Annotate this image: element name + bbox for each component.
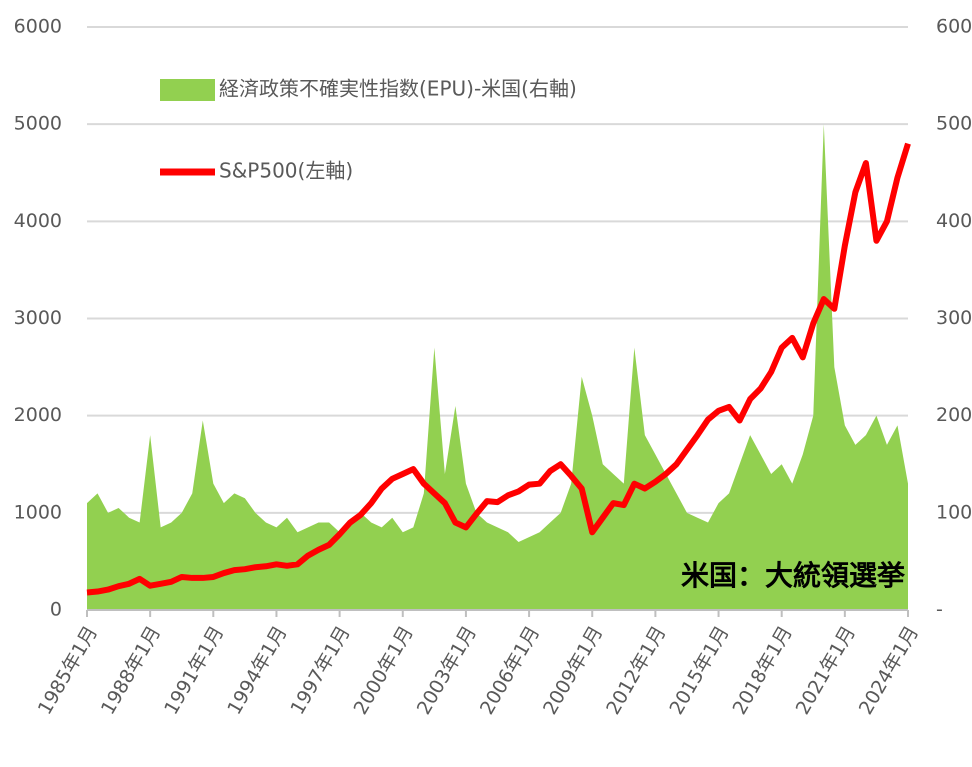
y-tick-label: 1000 xyxy=(14,501,62,523)
y-tick-label: 4000 xyxy=(14,210,62,232)
legend-label: S&P500(左軸) xyxy=(219,159,353,183)
sp500-line xyxy=(86,142,911,596)
x-tick-label: 1997年1月 xyxy=(286,622,354,718)
x-tick-label: 2018年1月 xyxy=(729,622,797,718)
x-tick-label: 1988年1月 xyxy=(97,622,165,718)
y-tick-label: 0 xyxy=(50,599,62,621)
legend-label: 経済政策不確実性指数(EPU)-米国(右軸) xyxy=(219,77,577,101)
legend-swatch xyxy=(160,79,215,101)
x-tick-label: 1991年1月 xyxy=(160,622,228,718)
x-tick-label: 2006年1月 xyxy=(476,622,544,718)
x-tick-label: 1994年1月 xyxy=(223,622,291,718)
marks xyxy=(86,124,911,611)
x-tick-label: 2009年1月 xyxy=(539,622,607,718)
x-tick-label: 1985年1月 xyxy=(34,622,102,718)
y2-tick-label: 500 xyxy=(936,113,972,135)
x-tick-label: 2003年1月 xyxy=(413,622,481,718)
y-tick-label: 5000 xyxy=(14,113,62,135)
annotation: 米国：大統領選挙 xyxy=(681,559,906,592)
epu-area xyxy=(87,124,908,611)
x-tick-label: 2021年1月 xyxy=(792,622,860,718)
x-tick-label: 2000年1月 xyxy=(350,622,418,718)
y2-tick-label: 300 xyxy=(936,307,972,329)
y-tick-label: 2000 xyxy=(14,404,62,426)
x-tick-label: 2015年1月 xyxy=(665,622,733,718)
y2-tick-label: 100 xyxy=(936,501,972,523)
x-tick-label: 2012年1月 xyxy=(602,622,670,718)
y2-tick-label: 200 xyxy=(936,404,972,426)
y2-tick-label: - xyxy=(936,599,943,621)
y2-tick-label: 600 xyxy=(936,16,972,38)
x-tick-label: 2024年1月 xyxy=(855,622,923,718)
y2-tick-label: 400 xyxy=(936,210,972,232)
y-tick-label: 6000 xyxy=(14,16,62,38)
y-tick-label: 3000 xyxy=(14,307,62,329)
